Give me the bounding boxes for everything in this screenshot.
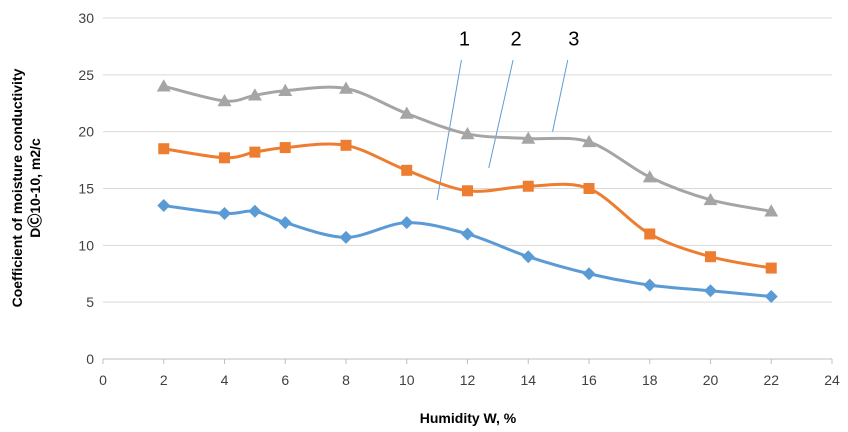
x-tick-label: 2 [160, 372, 168, 388]
x-tick-label: 14 [520, 372, 536, 388]
y-axis-title-line2: DⒸ10-10, m2/c [27, 138, 43, 238]
data-point-square [583, 183, 595, 194]
data-point-triangle [399, 106, 414, 119]
data-series [156, 79, 779, 303]
data-point-diamond [461, 227, 474, 241]
series-2 [158, 139, 777, 274]
data-point-square [705, 251, 716, 263]
callout-leader-3 [552, 59, 569, 132]
data-point-square [249, 146, 261, 158]
data-point-square [279, 142, 291, 154]
data-point-square [158, 143, 170, 155]
data-point-triangle [217, 93, 232, 107]
data-point-triangle [247, 88, 262, 101]
callout-label-2: 2 [511, 28, 522, 50]
series-line-1 [163, 204, 772, 298]
y-tick-label: 0 [86, 351, 94, 367]
axes [102, 358, 833, 364]
data-point-triangle [460, 126, 475, 140]
y-tick-label: 20 [78, 124, 94, 140]
data-point-diamond [278, 216, 292, 230]
data-point-square [401, 164, 413, 176]
callout-label-1: 1 [459, 28, 470, 50]
data-point-square [765, 262, 777, 274]
y-tick-label: 25 [78, 67, 94, 83]
x-tick-label: 20 [703, 372, 719, 388]
callouts: 1 2 3 [436, 28, 579, 200]
data-point-diamond [400, 216, 414, 230]
callout-leader-2 [488, 59, 514, 169]
x-tick-label: 8 [342, 372, 350, 388]
data-point-triangle [703, 192, 718, 206]
x-tick-label: 12 [460, 372, 476, 388]
series-3 [156, 79, 779, 217]
y-tick-label: 30 [78, 10, 94, 26]
data-point-square [522, 180, 534, 192]
data-point-square [219, 152, 230, 164]
x-tick-label: 6 [281, 372, 289, 388]
data-point-diamond [582, 267, 596, 281]
data-point-triangle [642, 170, 657, 183]
y-tick-label: 10 [78, 237, 94, 253]
data-point-diamond [248, 204, 262, 218]
data-point-diamond [521, 250, 535, 264]
data-point-square [644, 228, 656, 240]
data-point-diamond [339, 230, 353, 244]
data-point-triangle [521, 131, 536, 144]
series-1 [157, 199, 778, 303]
data-point-triangle [582, 134, 596, 148]
data-point-triangle [339, 81, 353, 94]
data-point-diamond [643, 278, 657, 292]
y-tick-label: 5 [86, 294, 94, 310]
data-point-diamond [218, 207, 231, 221]
callout-label-3: 3 [568, 28, 579, 50]
data-point-diamond [764, 289, 778, 303]
y-tick-label: 15 [78, 181, 94, 197]
x-tick-label: 0 [99, 372, 107, 388]
data-point-diamond [704, 284, 717, 298]
x-tick-label: 16 [581, 372, 597, 388]
data-point-triangle [156, 79, 171, 92]
x-tick-label: 18 [642, 372, 658, 388]
data-point-triangle [278, 83, 293, 96]
x-tick-label: 4 [221, 372, 229, 388]
x-axis-title: Humidity W, % [420, 410, 517, 426]
data-point-square [462, 185, 473, 197]
data-point-triangle [764, 204, 779, 217]
data-point-diamond [157, 199, 171, 213]
x-tick-label: 22 [763, 372, 779, 388]
x-tick-label: 24 [824, 372, 840, 388]
y-axis-title-line1: Coefficient of moisture conductivity [9, 68, 25, 307]
x-tick-label: 10 [399, 372, 415, 388]
data-point-square [340, 139, 352, 151]
